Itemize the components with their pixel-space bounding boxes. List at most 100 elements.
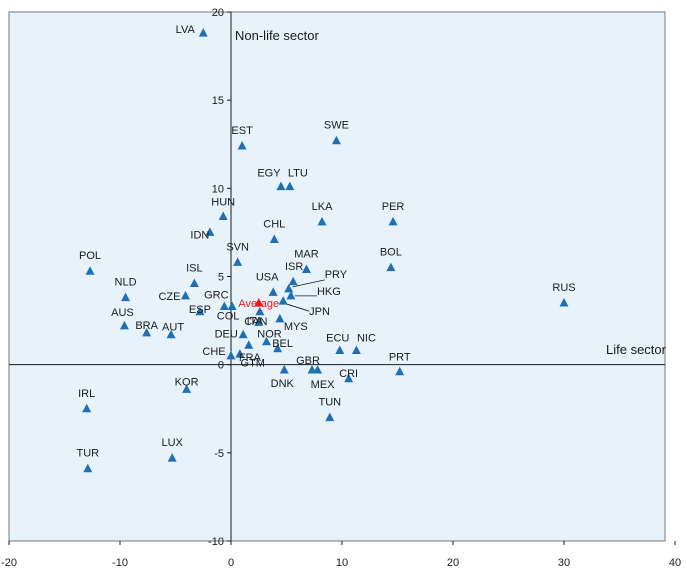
point-marker-lva bbox=[198, 28, 208, 37]
point-marker-gtm bbox=[244, 340, 254, 349]
point-marker-rus bbox=[559, 297, 569, 307]
point-label-cze: CZE bbox=[158, 291, 180, 303]
point-marker-tur bbox=[83, 463, 93, 473]
point-label-isr: ISR bbox=[285, 261, 303, 273]
point-label-dnk: DNK bbox=[271, 378, 295, 390]
point-label-mex: MEX bbox=[311, 379, 336, 391]
point-label-pry: PRY bbox=[325, 269, 348, 281]
point-label-mar: MAR bbox=[294, 248, 319, 260]
point-marker-can bbox=[255, 306, 265, 316]
point-marker-mex bbox=[313, 364, 323, 374]
leader-line bbox=[292, 279, 325, 288]
point-marker-usa bbox=[268, 287, 278, 296]
x-tick-label: 20 bbox=[447, 557, 459, 569]
point-label-chl: CHL bbox=[263, 218, 285, 230]
point-label-aut: AUT bbox=[162, 322, 184, 334]
x-axis-title: Life sector bbox=[606, 342, 667, 357]
point-label-isl: ISL bbox=[186, 263, 203, 275]
point-label-usa: USA bbox=[256, 271, 279, 283]
point-label-swe: SWE bbox=[324, 120, 349, 132]
point-label-lka: LKA bbox=[312, 201, 333, 213]
point-marker-bra bbox=[142, 327, 152, 337]
point-label-hun: HUN bbox=[211, 197, 235, 209]
y-axis-title: Non-life sector bbox=[235, 28, 319, 43]
point-label-pol: POL bbox=[79, 250, 101, 262]
leader-line bbox=[287, 303, 310, 312]
point-marker-jpn bbox=[278, 296, 288, 305]
x-tick-label: -10 bbox=[112, 557, 128, 569]
point-marker-isr bbox=[288, 276, 298, 286]
point-label-tun: TUN bbox=[318, 397, 341, 409]
point-label-bra: BRA bbox=[135, 320, 158, 332]
x-tick-label: 40 bbox=[669, 557, 681, 569]
point-marker-mys bbox=[275, 313, 285, 323]
y-tick-label: 15 bbox=[212, 95, 224, 107]
point-label-kor: KOR bbox=[175, 376, 199, 388]
point-marker-pol bbox=[85, 266, 95, 275]
point-label-lva: LVA bbox=[176, 24, 196, 36]
point-marker-ltu bbox=[285, 181, 295, 191]
point-label-aus: AUS bbox=[111, 307, 134, 319]
point-label-cri: CRI bbox=[339, 368, 358, 380]
point-marker-hkg bbox=[286, 290, 296, 300]
x-tick-label: 0 bbox=[228, 557, 234, 569]
point-marker-esp bbox=[195, 306, 205, 316]
point-label-che: CHE bbox=[202, 346, 225, 358]
point-label-esp: ESP bbox=[189, 304, 211, 316]
point-label-gbr: GBR bbox=[296, 355, 320, 367]
y-tick-label: -10 bbox=[208, 536, 224, 548]
point-marker-ita bbox=[254, 317, 264, 326]
point-label-fra: FRA bbox=[239, 352, 262, 364]
data-points: LVA EST SWE EGY LTU PER LKA HUN IDN CHL SVN BOL MAR P… bbox=[77, 24, 576, 473]
point-marker-lka bbox=[317, 216, 327, 226]
y-tick-label: 5 bbox=[218, 272, 224, 284]
point-marker-lux bbox=[167, 453, 177, 462]
point-marker-grc bbox=[219, 301, 229, 310]
point-label-nld: NLD bbox=[115, 277, 137, 289]
y-tick-label: 10 bbox=[212, 183, 224, 195]
point-label-mys: MYS bbox=[284, 321, 308, 333]
point-marker-swe bbox=[331, 135, 341, 145]
point-marker-col bbox=[227, 301, 237, 310]
point-marker-tun bbox=[325, 412, 335, 422]
point-label-jpn: JPN bbox=[309, 306, 330, 318]
point-label-svn: SVN bbox=[226, 241, 249, 253]
point-marker-isl bbox=[189, 278, 199, 288]
point-label-gtm: GTM bbox=[241, 357, 265, 369]
point-label-bel: BEL bbox=[272, 338, 293, 350]
point-label-rus: RUS bbox=[552, 282, 575, 294]
axis-ticks: -20 -10 0 10 20 30 40 -10 -5 0 5 10 15 20 bbox=[1, 7, 681, 569]
point-marker-fra bbox=[235, 349, 245, 358]
point-marker-idn bbox=[205, 227, 215, 236]
point-label-idn: IDN bbox=[190, 229, 209, 241]
x-tick-label: 10 bbox=[336, 557, 348, 569]
point-marker-per bbox=[388, 216, 398, 226]
point-label-nic: NIC bbox=[357, 333, 376, 345]
point-label-col: COL bbox=[217, 310, 240, 322]
point-marker-mar bbox=[301, 264, 311, 273]
point-marker-nic bbox=[351, 345, 361, 355]
point-marker-egy bbox=[276, 181, 286, 191]
point-marker-cze bbox=[180, 290, 190, 300]
point-marker-pry bbox=[284, 283, 294, 293]
point-marker-average bbox=[254, 297, 264, 307]
point-marker-chl bbox=[269, 234, 279, 243]
point-marker-hun bbox=[218, 211, 228, 221]
point-marker-deu bbox=[238, 329, 248, 339]
point-label-per: PER bbox=[382, 201, 405, 213]
point-label-ecu: ECU bbox=[326, 333, 349, 345]
point-marker-che bbox=[226, 350, 236, 360]
point-label-egy: EGY bbox=[257, 168, 281, 180]
point-marker-bol bbox=[386, 262, 396, 272]
y-tick-label: 0 bbox=[218, 360, 224, 372]
point-marker-aut bbox=[166, 329, 176, 339]
point-label-ita: ITA bbox=[247, 315, 264, 327]
point-label-average: Average bbox=[238, 298, 279, 310]
point-label-lux: LUX bbox=[161, 437, 183, 449]
point-marker-svn bbox=[233, 257, 243, 266]
point-label-ltu: LTU bbox=[288, 168, 308, 180]
point-label-tur: TUR bbox=[77, 448, 100, 460]
point-label-hkg: HKG bbox=[317, 286, 341, 298]
point-label-nor: NOR bbox=[257, 329, 282, 341]
